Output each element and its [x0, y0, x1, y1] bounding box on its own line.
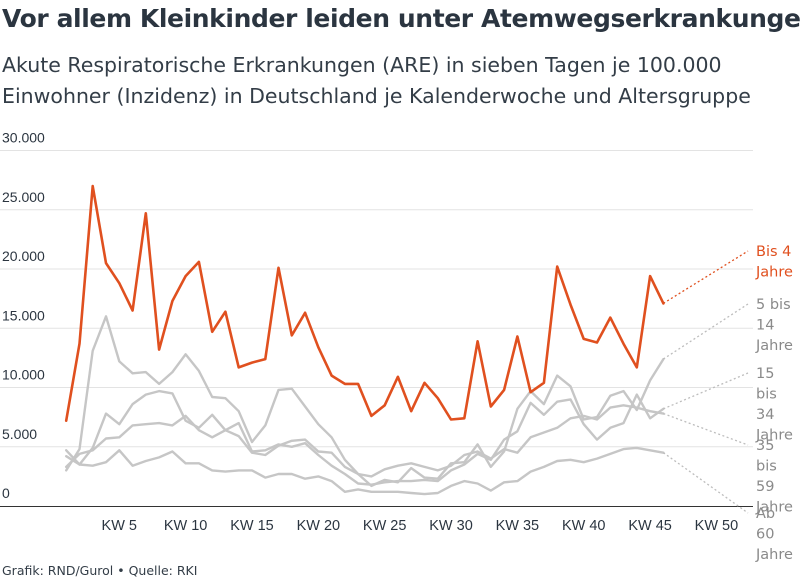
x-tick-label: KW 25: [363, 518, 407, 534]
leader-line: [663, 250, 749, 304]
leader-line: [662, 452, 749, 514]
y-tick-label: 20.000: [2, 248, 45, 264]
x-tick-label: KW 10: [164, 518, 208, 534]
series-label-line: bis: [756, 459, 777, 475]
y-tick-label: 25.000: [2, 189, 45, 205]
series-label-line: bis: [756, 387, 777, 403]
x-tick-label: KW 20: [297, 518, 341, 534]
series-label-line: Bis 4: [756, 244, 791, 260]
y-tick-label: 10.000: [2, 367, 45, 383]
series-label: 15 bis 34 Jahre: [755, 366, 793, 444]
series-line: [64, 446, 665, 496]
series-label-line: 60: [756, 527, 774, 543]
leader-line: [662, 303, 749, 360]
series-label-line: 15: [756, 366, 774, 382]
series-line: [64, 184, 665, 423]
series-label-line: Jahre: [755, 265, 793, 281]
series-label-line: 14: [756, 318, 774, 334]
axis-layer: 0 5.000 10.000 15.000 20.000 25.000 30.000 KW 5…: [0, 130, 753, 534]
chart-title: Vor allem Kleinkinder leiden unter Atemw…: [2, 4, 800, 33]
series-label: 5 bis 14 Jahre: [755, 297, 793, 354]
series-label-line: 59: [756, 479, 774, 495]
x-tick-label: KW 45: [628, 518, 672, 534]
y-tick-label: 30.000: [2, 130, 45, 146]
series-label-line: Jahre: [755, 500, 793, 516]
series-label-line: 34: [756, 407, 774, 423]
series-label: Bis 4 Jahre: [755, 244, 793, 281]
y-tick-label: 15.000: [2, 307, 45, 323]
series-line: [64, 389, 665, 486]
series-label-line: 35: [756, 438, 774, 454]
series-line: [64, 404, 665, 478]
series-label-line: Jahre: [755, 428, 793, 444]
series-label-line: Jahre: [755, 547, 793, 563]
series-label: Ab 60 Jahre: [755, 506, 793, 563]
leader-line: [663, 412, 749, 446]
grid-layer: [0, 150, 753, 448]
x-tick-label: KW 15: [230, 518, 274, 534]
x-tick-label: KW 40: [562, 518, 606, 534]
y-tick-label: 5.000: [2, 426, 37, 442]
series-layer: [64, 184, 665, 496]
series-label-line: Ab: [756, 506, 775, 522]
series-label: 35 bis 59 Jahre: [755, 438, 793, 516]
x-tick-label: KW 5: [102, 518, 137, 534]
y-tick-label: 0: [2, 485, 10, 501]
chart-subtitle: Akute Respiratorische Erkrankungen (ARE)…: [2, 53, 751, 108]
source-footer: Grafik: RND/Gurol • Quelle: RKI: [2, 563, 198, 578]
series-label-line: 5 bis: [756, 297, 791, 313]
series-line: [64, 315, 665, 488]
series-label-line: Jahre: [755, 338, 793, 354]
leader-line: [663, 372, 749, 410]
x-tick-label: KW 30: [429, 518, 473, 534]
x-tick-label: KW 35: [496, 518, 540, 534]
x-tick-label: KW 50: [695, 518, 739, 534]
